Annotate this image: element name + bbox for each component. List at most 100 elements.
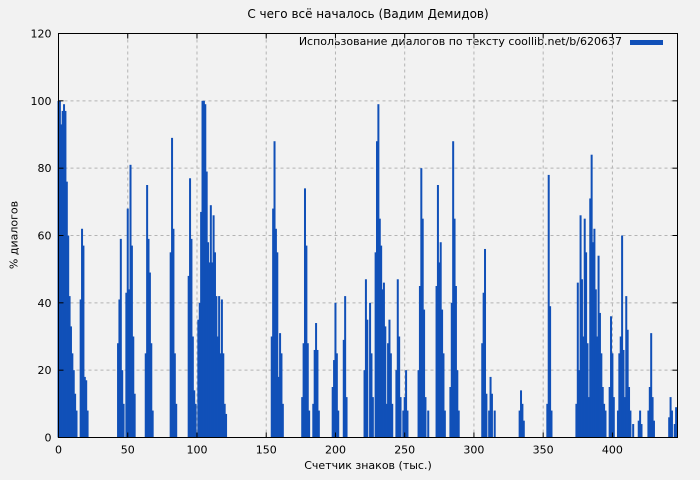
bar-x289 xyxy=(457,410,460,438)
bar-x446 xyxy=(675,407,678,438)
bar-x306 xyxy=(481,343,484,438)
bar-x108 xyxy=(207,242,210,438)
x-axis-label: Счетчик знаков (тыс.) xyxy=(304,459,432,472)
bar-x245 xyxy=(396,279,399,438)
bar-x376 xyxy=(578,370,581,438)
bar-x241 xyxy=(391,403,394,438)
bar-x6 xyxy=(65,181,68,438)
bar-x160 xyxy=(279,333,282,438)
bar-x226 xyxy=(370,353,373,438)
bar-x176 xyxy=(301,397,304,438)
bar-x227 xyxy=(371,397,374,438)
bar-x309 xyxy=(485,393,488,438)
bar-x85 xyxy=(175,403,178,438)
bar-x388 xyxy=(594,289,597,438)
bar-x235 xyxy=(382,282,385,438)
bar-x9 xyxy=(69,326,72,438)
bar-x250 xyxy=(403,397,406,438)
bar-x355 xyxy=(549,306,552,438)
bar-x374 xyxy=(575,403,578,438)
bar-x378 xyxy=(580,279,583,438)
bar-x353 xyxy=(546,403,549,438)
bar-x3 xyxy=(61,110,64,438)
bar-x429 xyxy=(651,397,654,438)
bar-x234 xyxy=(381,289,384,438)
bar-x401 xyxy=(612,397,615,438)
bar-x264 xyxy=(423,309,426,438)
bar-x113 xyxy=(213,252,216,438)
bar-x261 xyxy=(418,286,421,438)
legend-label: Использование диалогов по тексту coollib… xyxy=(298,35,622,48)
bar-x251 xyxy=(405,370,408,438)
bar-x430 xyxy=(652,420,655,438)
bar-x208 xyxy=(345,397,348,438)
bar-x405 xyxy=(618,353,621,438)
bar-x181 xyxy=(308,410,311,438)
bar-x54 xyxy=(132,336,135,438)
bar-x237 xyxy=(385,403,388,438)
bar-x443 xyxy=(670,410,673,438)
x-tick-label-50: 50 xyxy=(121,444,135,457)
bar-x239 xyxy=(388,319,391,438)
bar-x386 xyxy=(592,242,595,438)
bar-x252 xyxy=(406,410,409,438)
bar-x409 xyxy=(623,397,626,438)
bar-x10 xyxy=(71,353,74,438)
bar-x64 xyxy=(146,185,149,438)
bar-x236 xyxy=(384,326,387,438)
bar-x52 xyxy=(129,164,132,438)
bar-x274 xyxy=(436,185,439,438)
x-tick-label-400: 400 xyxy=(602,444,623,457)
bar-x307 xyxy=(482,292,485,438)
bar-x427 xyxy=(648,387,651,438)
bar-x156 xyxy=(273,141,276,438)
bar-x116 xyxy=(218,296,221,438)
bar-x53 xyxy=(130,245,133,438)
bar-x336 xyxy=(522,420,525,438)
bar-x426 xyxy=(647,410,650,438)
bar-x95 xyxy=(189,178,192,438)
bar-x18 xyxy=(82,245,85,438)
bar-x161 xyxy=(280,353,283,438)
bar-x47 xyxy=(122,403,125,438)
bar-x308 xyxy=(484,248,487,438)
bar-x99 xyxy=(194,403,197,438)
bar-x187 xyxy=(316,349,319,438)
bar-x201 xyxy=(335,353,338,438)
bar-x247 xyxy=(399,397,402,438)
bar-x4 xyxy=(63,104,66,438)
bar-x408 xyxy=(622,349,625,438)
bar-x114 xyxy=(215,296,218,438)
bar-x180 xyxy=(306,343,309,438)
bar-x222 xyxy=(364,279,367,438)
bar-x118 xyxy=(220,299,223,438)
bar-x262 xyxy=(420,168,423,438)
y-tick-label-100: 100 xyxy=(31,95,52,108)
bar-x107 xyxy=(205,171,208,438)
bar-x354 xyxy=(547,174,550,438)
bar-x315 xyxy=(493,410,496,438)
bar-x157 xyxy=(274,228,277,438)
bar-x51 xyxy=(128,289,131,438)
bar-x385 xyxy=(590,154,593,438)
bar-x391 xyxy=(598,312,601,438)
bar-x188 xyxy=(317,410,320,438)
bar-x419 xyxy=(637,420,640,438)
bar-x387 xyxy=(593,228,596,438)
x-tick-label-250: 250 xyxy=(394,444,415,457)
bar-x178 xyxy=(303,188,306,438)
bar-x19 xyxy=(83,376,86,438)
bar-x400 xyxy=(611,353,614,438)
bar-x200 xyxy=(334,302,337,438)
bar-x399 xyxy=(610,316,613,438)
bar-x246 xyxy=(398,336,401,438)
bar-x206 xyxy=(342,339,345,438)
bar-x7 xyxy=(67,235,70,438)
bar-x384 xyxy=(589,198,592,438)
bar-x21 xyxy=(86,410,89,438)
bar-x230 xyxy=(376,141,379,438)
bar-x97 xyxy=(191,336,194,438)
chart-title: С чего всё началось (Вадим Демидов) xyxy=(247,7,489,21)
bar-x288 xyxy=(456,370,459,438)
